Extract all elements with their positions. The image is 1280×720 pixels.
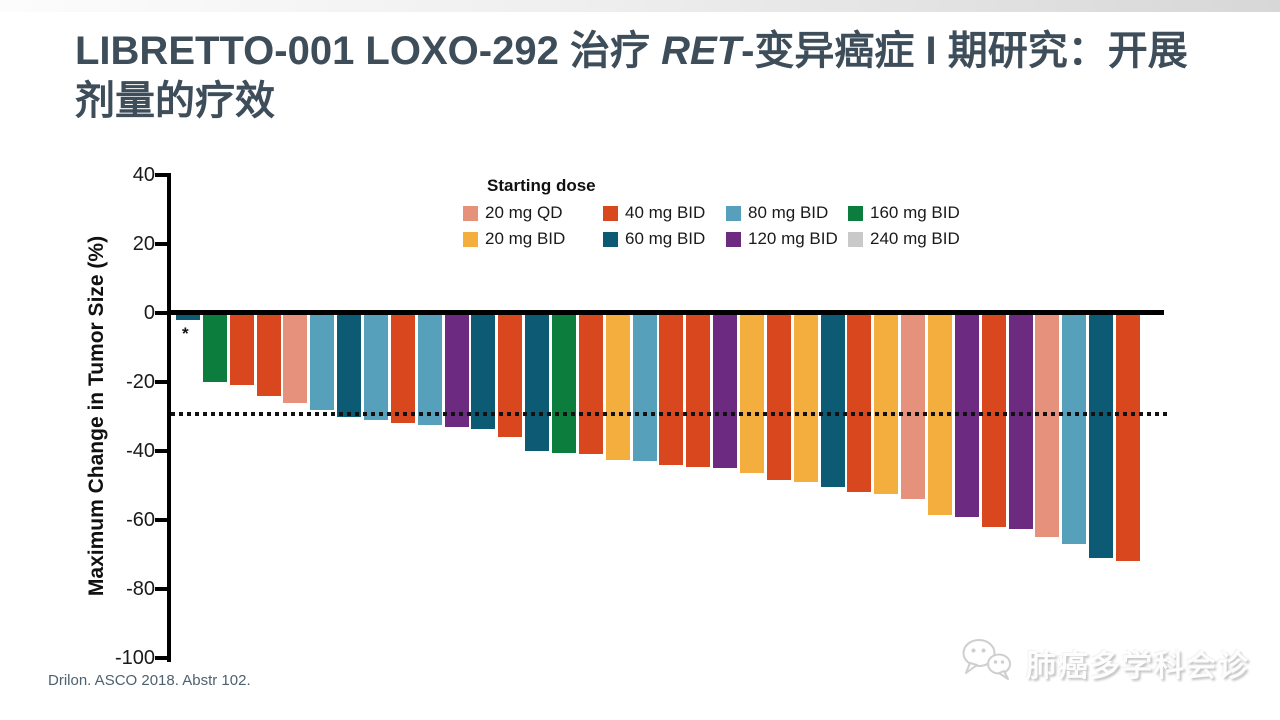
legend-label: 80 mg BID — [748, 203, 829, 222]
y-tick-label: 40 — [132, 164, 155, 186]
title-suffix: -变异癌症 I 期研究：开展剂量的疗效 — [75, 29, 1188, 124]
watermark: 肺癌多学科会诊 — [958, 636, 1250, 689]
legend-item: 120 mg BID — [726, 229, 848, 249]
citation: Drilon. ASCO 2018. Abstr 102. — [48, 672, 251, 689]
legend-item: 240 mg BID — [848, 229, 983, 249]
legend-label: 240 mg BID — [870, 229, 960, 248]
legend-item: 80 mg BID — [726, 203, 848, 223]
legend-item: 20 mg QD — [463, 203, 603, 223]
bar — [1035, 313, 1060, 538]
legend-label: 20 mg QD — [485, 203, 563, 222]
bar — [1089, 313, 1114, 558]
bar — [874, 313, 899, 495]
y-tick-mark — [155, 656, 168, 660]
bar — [1062, 313, 1087, 545]
wechat-icon — [958, 636, 1016, 689]
bar — [283, 313, 308, 403]
bar — [1008, 313, 1033, 529]
bar — [713, 313, 738, 469]
bar — [820, 313, 845, 488]
bar — [202, 313, 227, 382]
legend-swatch — [463, 231, 478, 247]
bar — [176, 313, 200, 320]
y-tick-mark — [155, 173, 168, 177]
zero-baseline — [167, 310, 1164, 315]
y-axis-line — [167, 173, 171, 662]
legend-title: Starting dose — [487, 176, 596, 195]
bar — [847, 313, 872, 493]
slide-title: LIBRETTO-001 LOXO-292 治疗 RET-变异癌症 I 期研究：… — [75, 26, 1225, 127]
legend-item: 60 mg BID — [603, 229, 726, 249]
legend-label: 60 mg BID — [625, 229, 706, 248]
bar — [229, 313, 254, 386]
bar — [310, 313, 335, 410]
response-threshold-dotted-line — [171, 412, 1171, 416]
legend: 20 mg QD 40 mg BID 80 mg BID 160 mg BID 20 m… — [463, 200, 983, 252]
y-tick-mark — [155, 518, 168, 522]
legend-item: 160 mg BID — [848, 203, 983, 223]
slide-top-band — [0, 0, 1280, 12]
legend-swatch — [726, 231, 741, 247]
bar — [766, 313, 791, 481]
bar-annotation: * — [182, 323, 189, 343]
y-tick-label: -40 — [126, 440, 155, 462]
bar — [686, 313, 711, 467]
bar — [256, 313, 281, 396]
legend-swatch — [848, 231, 863, 247]
y-tick-label: 0 — [143, 302, 155, 324]
bar — [417, 313, 442, 426]
y-tick-mark — [155, 242, 168, 246]
bar — [525, 313, 550, 451]
y-tick-mark — [155, 449, 168, 453]
bar — [981, 313, 1006, 527]
y-tick-label: -80 — [126, 578, 155, 600]
bar — [793, 313, 818, 483]
bar — [551, 313, 576, 453]
bar — [337, 313, 362, 417]
legend-label: 160 mg BID — [870, 203, 960, 222]
bar — [659, 313, 684, 465]
bar — [632, 313, 657, 462]
legend-label: 20 mg BID — [485, 229, 566, 248]
title-gene-name: RET — [661, 29, 742, 73]
bar — [498, 313, 523, 438]
legend-label: 120 mg BID — [748, 229, 838, 248]
y-tick-label: -60 — [126, 509, 155, 531]
y-tick-mark — [155, 587, 168, 591]
bar — [390, 313, 415, 424]
bar — [901, 313, 926, 500]
y-tick-label: -100 — [114, 647, 155, 669]
y-tick-label: -20 — [126, 371, 155, 393]
legend-swatch — [463, 205, 478, 221]
bar — [444, 313, 469, 427]
bar — [1115, 313, 1140, 562]
title-prefix: LIBRETTO-001 LOXO-292 治疗 — [75, 29, 662, 73]
bar — [363, 313, 388, 420]
legend-swatch — [726, 205, 741, 221]
waterfall-bars: * — [172, 313, 1172, 663]
legend-item: 40 mg BID — [603, 203, 726, 223]
bar — [471, 313, 496, 429]
legend-label: 40 mg BID — [625, 203, 706, 222]
legend-swatch — [603, 205, 618, 221]
legend-swatch — [603, 231, 618, 247]
watermark-text: 肺癌多学科会诊 — [1026, 649, 1250, 683]
bar — [605, 313, 630, 460]
bar — [578, 313, 603, 455]
y-tick-mark — [155, 380, 168, 384]
y-axis-label: Maximum Change in Tumor Size (%) — [85, 235, 108, 597]
y-tick-label: 20 — [132, 233, 155, 255]
legend-swatch — [848, 205, 863, 221]
bar — [739, 313, 764, 474]
legend-item: 20 mg BID — [463, 229, 603, 249]
y-tick-mark — [155, 311, 168, 315]
